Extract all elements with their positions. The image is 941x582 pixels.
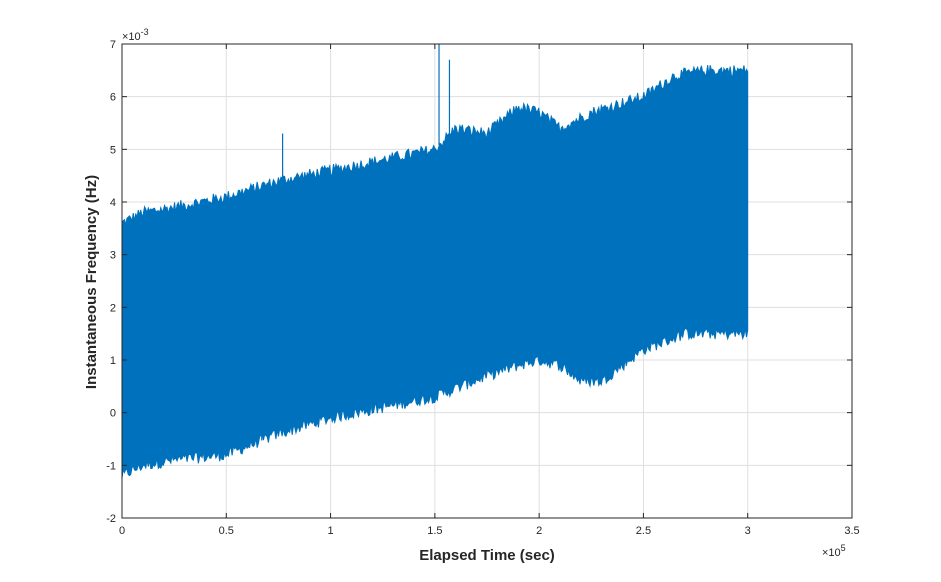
y-tick-label: 6 <box>110 92 116 104</box>
axis-ticks: 0 0.5 1 1.5 2 2.5 3 3.5 -2 -1 0 1 2 3 4 5 6 7 <box>106 39 859 537</box>
y-axis-label: Instantaneous Frequency (Hz) <box>83 175 100 389</box>
y-tick-label: 7 <box>110 39 116 51</box>
x-exponent-power: 5 <box>841 543 846 553</box>
y-exponent-base: ×10 <box>122 31 141 43</box>
y-tick-label: -2 <box>106 513 116 525</box>
y-tick-label: 3 <box>110 250 116 262</box>
y-tick-label: 0 <box>110 408 116 420</box>
x-exponent-label: ×105 <box>822 543 846 559</box>
data-series <box>122 44 749 479</box>
x-tick-label: 2.5 <box>636 525 651 537</box>
plot-area-frame <box>121 43 853 519</box>
y-tick-label: 2 <box>110 302 116 314</box>
x-tick-label: 1.5 <box>427 525 442 537</box>
y-tick-label: 5 <box>110 144 116 156</box>
y-tick-label: 4 <box>110 197 116 209</box>
signal-band <box>122 64 749 479</box>
y-tick-label: 1 <box>110 355 116 367</box>
x-tick-label: 3 <box>745 525 751 537</box>
y-exponent-power: -3 <box>141 27 149 37</box>
x-tick-label: 3.5 <box>844 525 859 537</box>
x-exponent-base: ×10 <box>822 547 841 559</box>
x-tick-label: 2 <box>536 525 542 537</box>
x-axis-label: Elapsed Time (sec) <box>419 547 555 564</box>
x-tick-label: 1 <box>328 525 334 537</box>
x-tick-label: 0.5 <box>219 525 234 537</box>
y-tick-label: -1 <box>106 460 116 472</box>
x-tick-label: 0 <box>119 525 125 537</box>
y-exponent-label: ×10-3 <box>122 27 149 43</box>
